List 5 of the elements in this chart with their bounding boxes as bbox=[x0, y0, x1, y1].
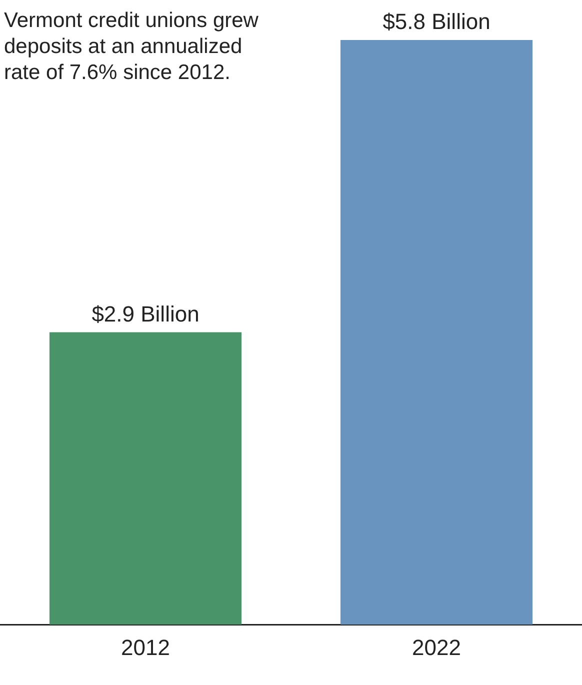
data-label: $2.9 Billion bbox=[92, 301, 200, 326]
data-label: $5.8 Billion bbox=[382, 9, 490, 34]
annotation: Vermont credit unions grew deposits at an annualized rate of 7.6% since 2012. bbox=[4, 8, 260, 86]
x-tick-label: 2022 bbox=[412, 634, 461, 660]
x-tick-label: 2012 bbox=[121, 634, 170, 660]
